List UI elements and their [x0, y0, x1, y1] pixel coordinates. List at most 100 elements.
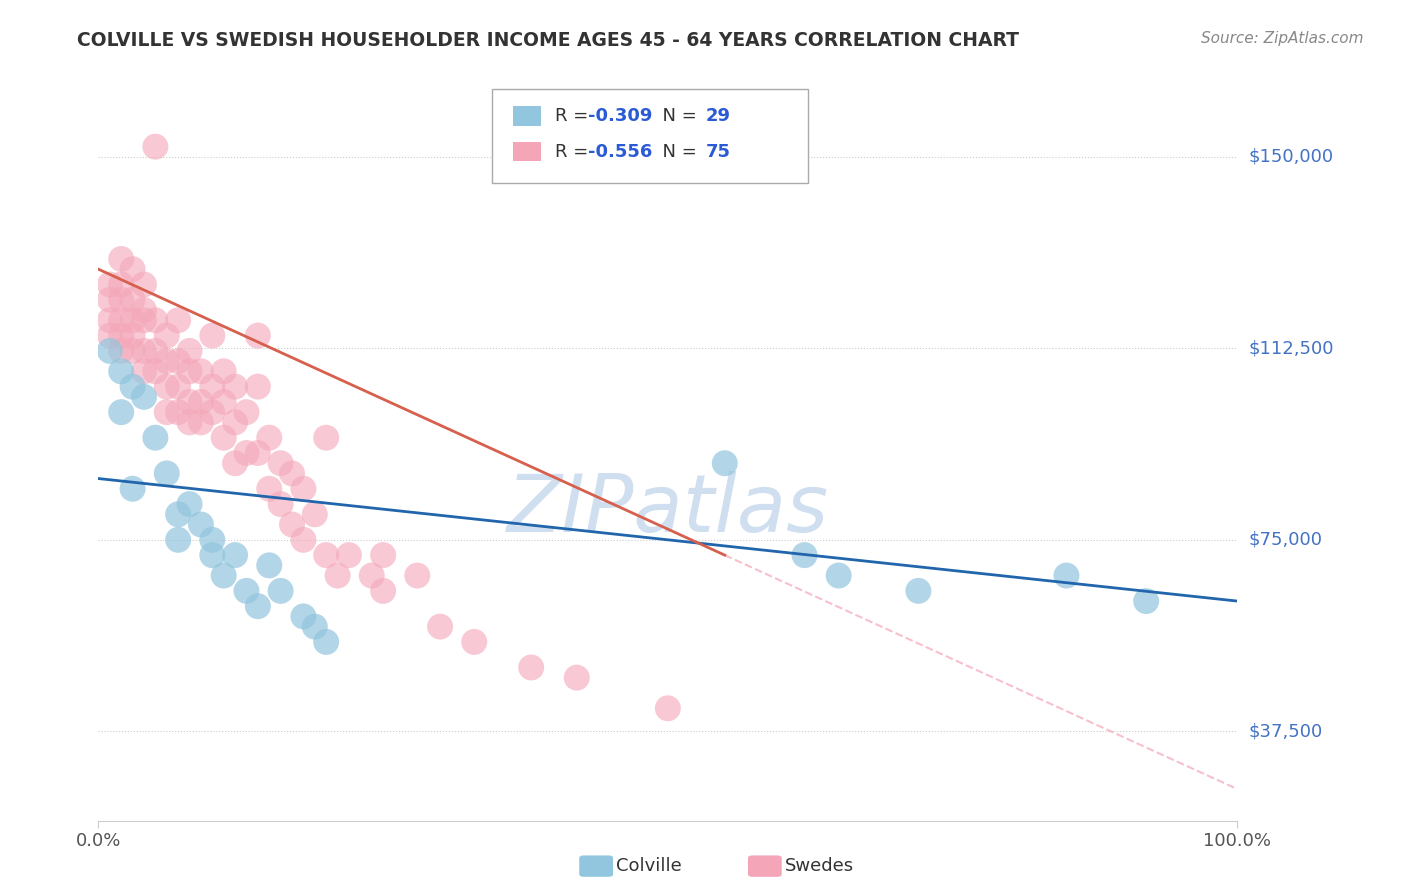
- Text: N =: N =: [651, 107, 703, 125]
- Text: R =: R =: [555, 143, 595, 161]
- Point: [201, 405, 224, 419]
- Point: [565, 671, 588, 685]
- Point: [714, 456, 737, 470]
- Point: [167, 508, 190, 522]
- Point: [657, 701, 679, 715]
- Point: [201, 379, 224, 393]
- Point: [110, 313, 132, 327]
- Point: [110, 252, 132, 266]
- Point: [224, 379, 246, 393]
- Point: [132, 277, 155, 292]
- Point: [520, 660, 543, 674]
- Point: [179, 416, 201, 430]
- Point: [315, 635, 337, 649]
- Point: [145, 431, 167, 445]
- Point: [110, 405, 132, 419]
- Point: [98, 343, 121, 358]
- Point: [179, 497, 201, 511]
- Text: $75,000: $75,000: [1249, 531, 1323, 549]
- Text: $37,500: $37,500: [1249, 723, 1323, 740]
- Point: [179, 395, 201, 409]
- Point: [463, 635, 485, 649]
- Text: Swedes: Swedes: [785, 857, 853, 875]
- Point: [121, 313, 143, 327]
- Point: [224, 456, 246, 470]
- Point: [304, 508, 326, 522]
- Point: [110, 364, 132, 378]
- Point: [224, 416, 246, 430]
- Text: Colville: Colville: [616, 857, 682, 875]
- Point: [145, 139, 167, 153]
- Point: [179, 364, 201, 378]
- Point: [190, 416, 212, 430]
- Point: [281, 467, 304, 481]
- Point: [406, 568, 429, 582]
- Point: [212, 431, 235, 445]
- Point: [235, 405, 257, 419]
- Point: [246, 446, 269, 460]
- Point: [793, 548, 815, 562]
- Point: [98, 277, 121, 292]
- Point: [179, 343, 201, 358]
- Point: [201, 548, 224, 562]
- Point: [259, 482, 281, 496]
- Point: [292, 609, 315, 624]
- Point: [201, 328, 224, 343]
- Point: [235, 583, 257, 598]
- Point: [167, 354, 190, 368]
- Point: [292, 533, 315, 547]
- Point: [190, 517, 212, 532]
- Point: [167, 313, 190, 327]
- Point: [132, 303, 155, 318]
- Point: [270, 583, 292, 598]
- Text: -0.309: -0.309: [588, 107, 652, 125]
- Text: Source: ZipAtlas.com: Source: ZipAtlas.com: [1201, 31, 1364, 46]
- Point: [132, 313, 155, 327]
- Point: [907, 583, 929, 598]
- Point: [315, 548, 337, 562]
- Text: $112,500: $112,500: [1249, 339, 1334, 358]
- Point: [337, 548, 360, 562]
- Point: [121, 293, 143, 307]
- Point: [212, 395, 235, 409]
- Point: [1135, 594, 1157, 608]
- Point: [98, 293, 121, 307]
- Point: [371, 548, 394, 562]
- Point: [145, 364, 167, 378]
- Point: [224, 548, 246, 562]
- Point: [315, 431, 337, 445]
- Text: ZIPatlas: ZIPatlas: [506, 471, 830, 549]
- Point: [167, 405, 190, 419]
- Point: [145, 343, 167, 358]
- Point: [190, 364, 212, 378]
- Point: [270, 456, 292, 470]
- Point: [270, 497, 292, 511]
- Text: 75: 75: [706, 143, 731, 161]
- Point: [121, 482, 143, 496]
- Point: [132, 364, 155, 378]
- Text: -0.556: -0.556: [588, 143, 652, 161]
- Point: [201, 533, 224, 547]
- Point: [156, 354, 179, 368]
- Point: [190, 395, 212, 409]
- Point: [371, 583, 394, 598]
- Point: [304, 619, 326, 633]
- Point: [246, 328, 269, 343]
- Point: [212, 568, 235, 582]
- Point: [212, 364, 235, 378]
- Point: [156, 328, 179, 343]
- Point: [281, 517, 304, 532]
- Text: $150,000: $150,000: [1249, 148, 1333, 166]
- Point: [98, 313, 121, 327]
- Point: [121, 262, 143, 277]
- Point: [121, 328, 143, 343]
- Point: [1054, 568, 1078, 582]
- Point: [145, 313, 167, 327]
- Point: [121, 379, 143, 393]
- Point: [246, 379, 269, 393]
- Point: [828, 568, 851, 582]
- Point: [259, 431, 281, 445]
- Point: [259, 558, 281, 573]
- Point: [110, 293, 132, 307]
- Point: [121, 343, 143, 358]
